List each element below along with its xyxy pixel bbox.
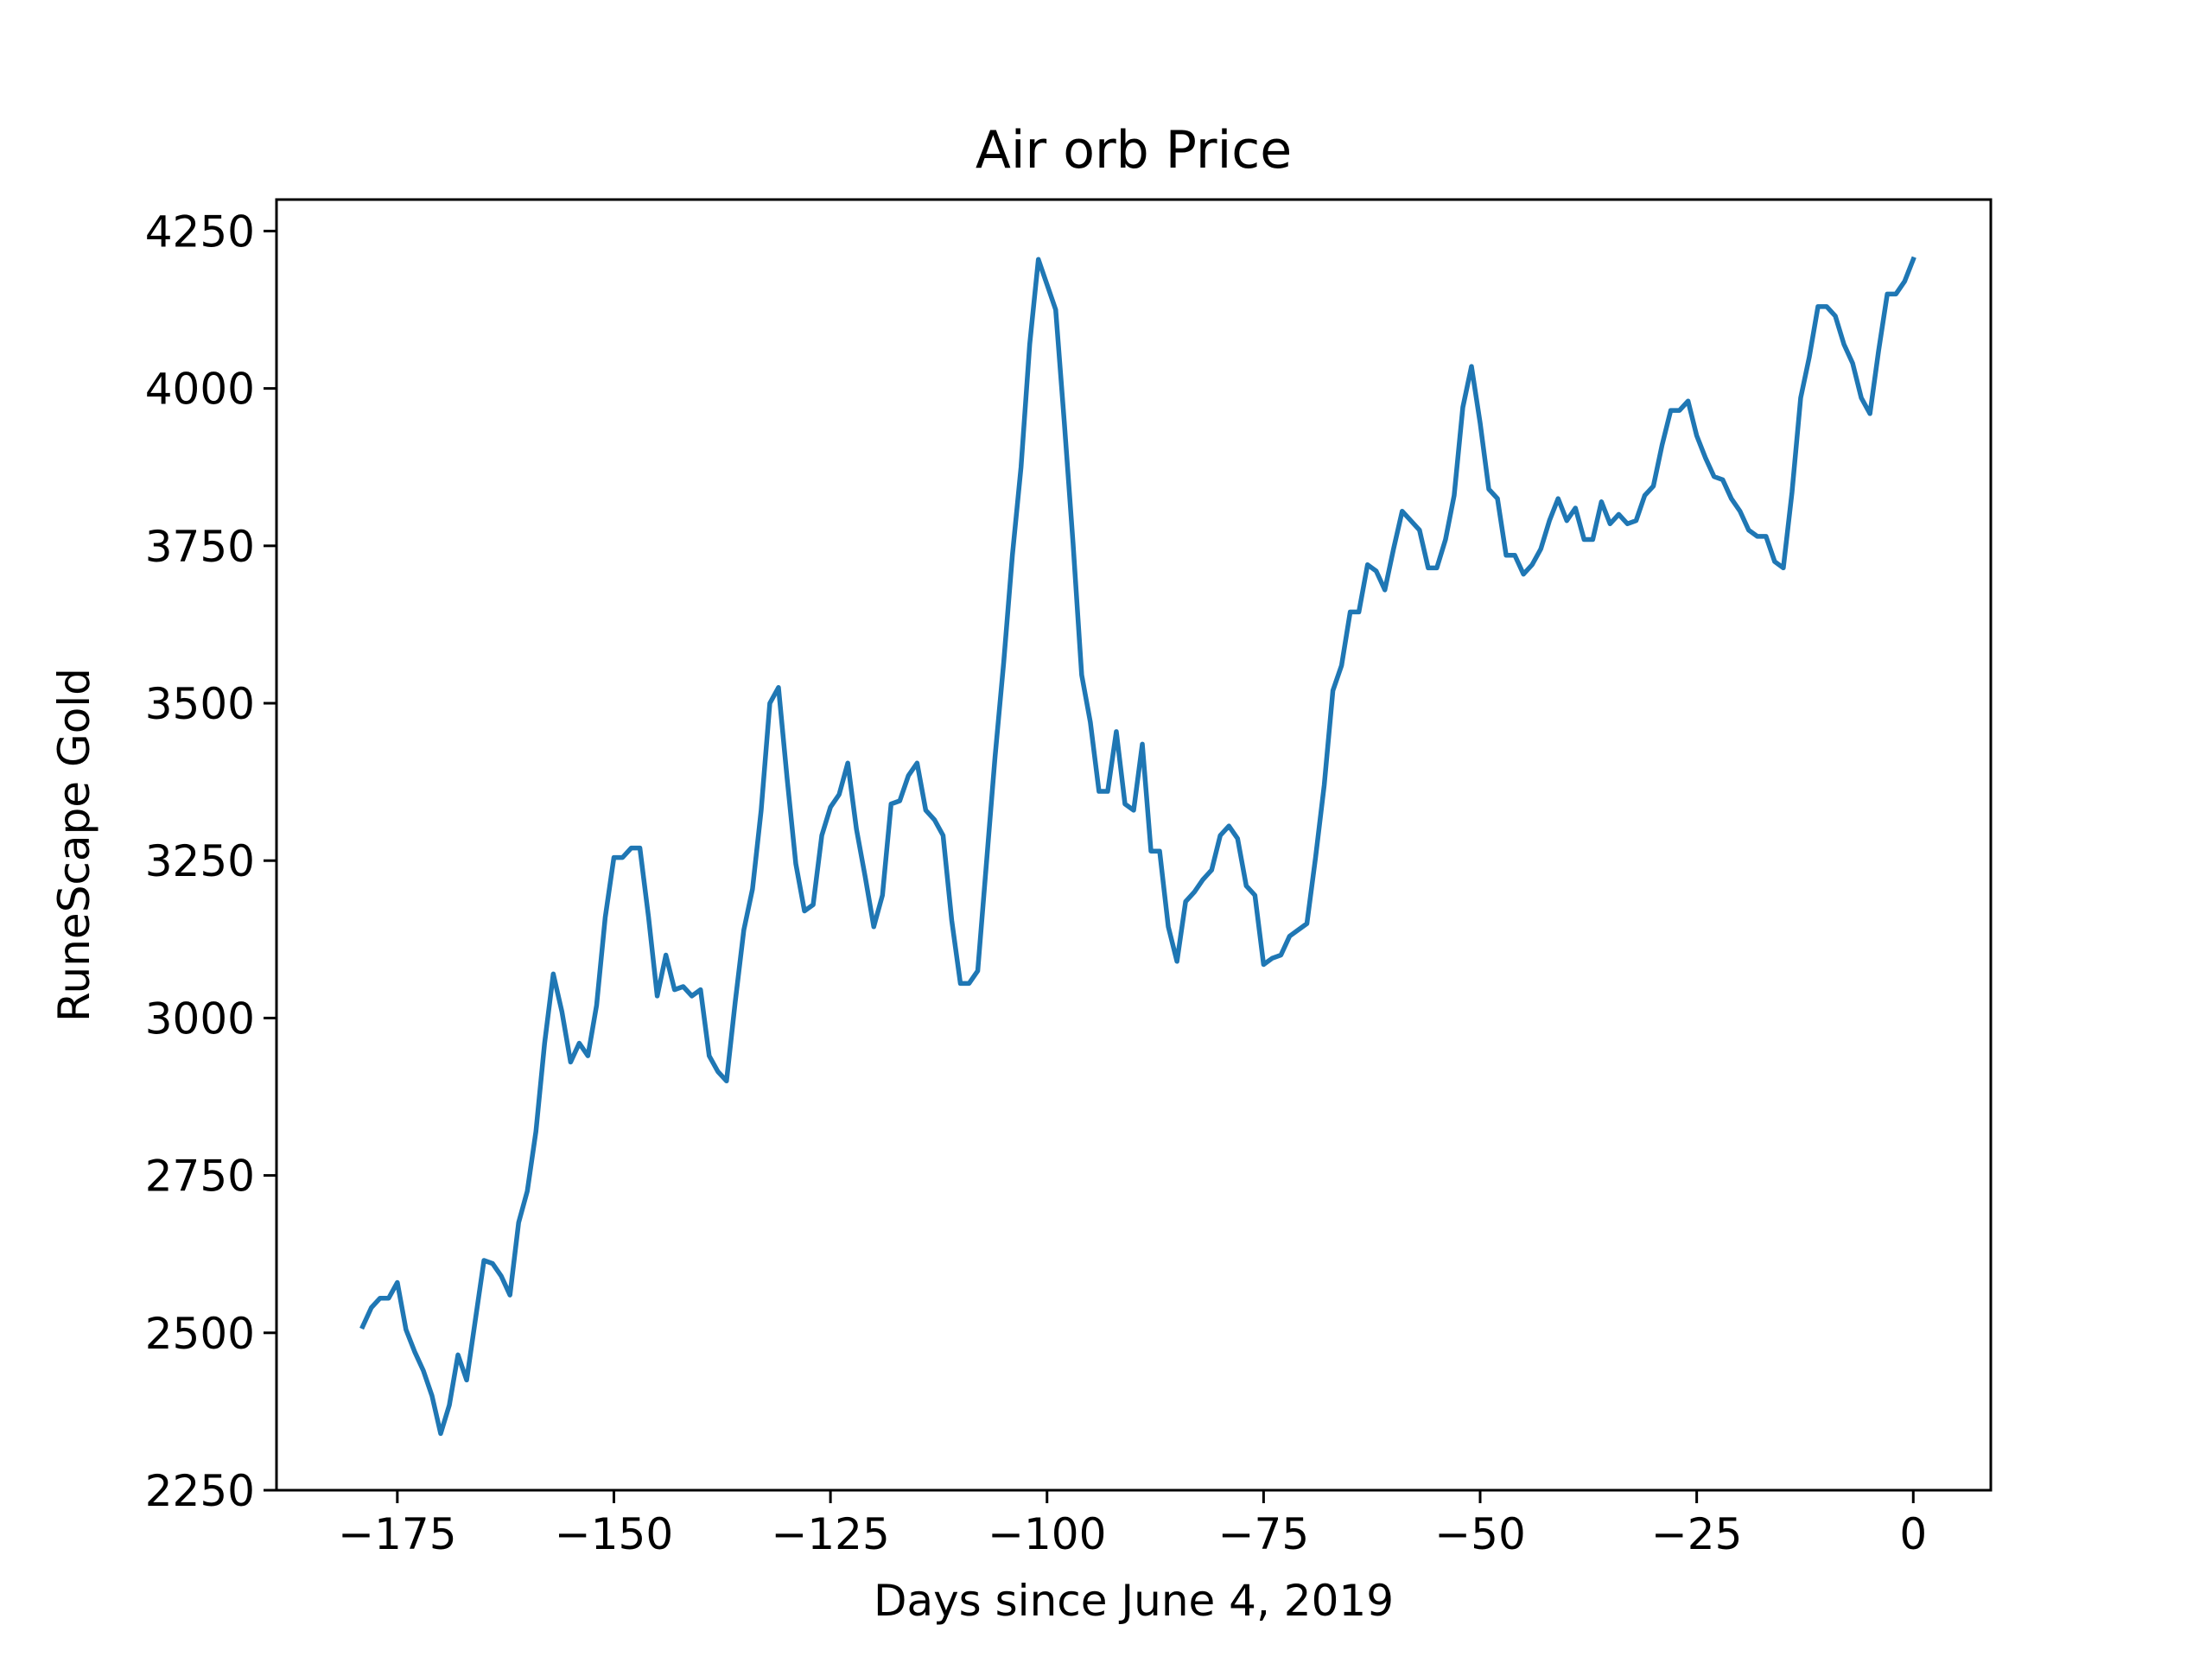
- x-tick-label: −125: [771, 1509, 889, 1559]
- y-tick-label: 3750: [145, 522, 255, 572]
- y-tick-label: 3000: [145, 993, 255, 1044]
- x-tick-label: −150: [555, 1509, 673, 1559]
- y-tick-label: 4250: [145, 206, 255, 257]
- y-axis-label: RuneScape Gold: [49, 668, 99, 1022]
- y-tick-label: 2750: [145, 1152, 255, 1202]
- plot-frame: [275, 198, 1993, 1492]
- x-tick-label: −100: [988, 1509, 1106, 1559]
- x-tick-label: −25: [1651, 1509, 1743, 1559]
- y-tick-label: 2250: [145, 1466, 255, 1516]
- x-axis-label: Days since June 4, 2019: [874, 1576, 1394, 1626]
- y-tick-label: 3500: [145, 679, 255, 729]
- y-tick-label: 3250: [145, 836, 255, 886]
- y-tick-label: 2500: [145, 1309, 255, 1359]
- x-axis: −175 −150 −125 −100 −75 −50 −25 0: [338, 1490, 1927, 1559]
- x-tick-label: −175: [338, 1509, 456, 1559]
- y-tick-label: 4000: [145, 365, 255, 415]
- chart-title: Air orb Price: [976, 120, 1292, 181]
- y-axis: 2250 2500 2750 3000 3250 3500 3750 4000 4250: [145, 206, 276, 1516]
- x-tick-label: −50: [1434, 1509, 1526, 1559]
- x-tick-label: 0: [1899, 1509, 1927, 1559]
- price-series-line: [359, 256, 1916, 1437]
- x-tick-label: −75: [1218, 1509, 1310, 1559]
